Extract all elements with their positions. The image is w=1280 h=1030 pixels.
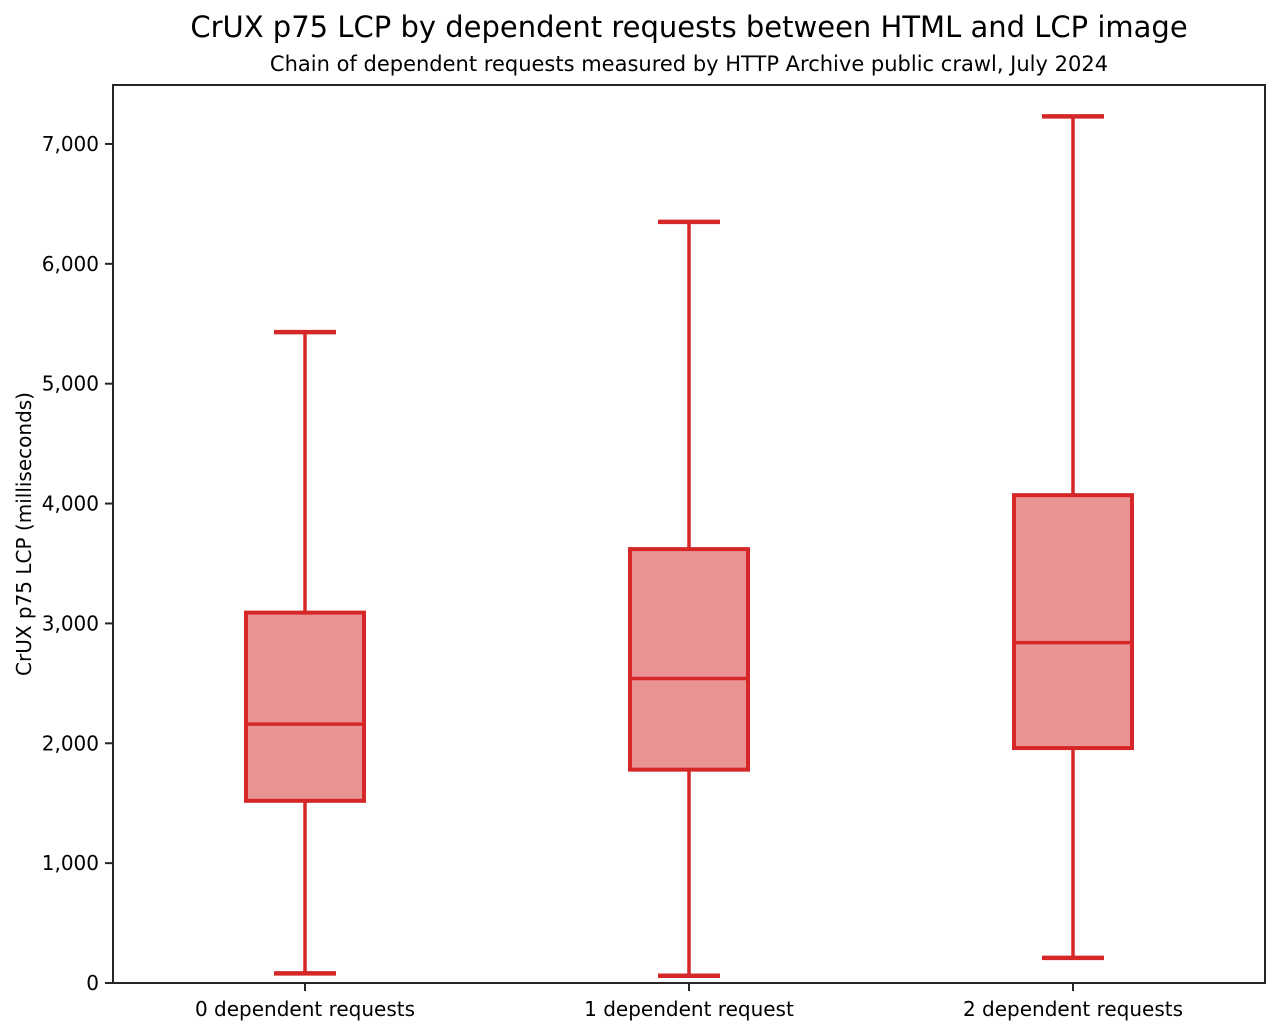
box-2-dependent-requests <box>1012 493 1134 751</box>
y-tick-label: 7,000 <box>42 132 99 156</box>
x-tick-label: 1 dependent request <box>584 997 794 1021</box>
box-1-dependent-request <box>628 547 750 772</box>
y-tick-label: 2,000 <box>42 731 99 755</box>
plot-border <box>112 84 1266 984</box>
y-tick-label: 0 <box>86 971 99 995</box>
box-0-dependent-requests <box>244 610 366 803</box>
y-tick-label: 1,000 <box>42 851 99 875</box>
chart-title: CrUX p75 LCP by dependent requests betwe… <box>190 10 1188 44</box>
y-tick-label: 4,000 <box>42 492 99 516</box>
x-tick-label: 2 dependent requests <box>963 997 1183 1021</box>
y-tick-label: 3,000 <box>42 611 99 635</box>
x-tick-label: 0 dependent requests <box>195 997 415 1021</box>
y-tick-label: 5,000 <box>42 372 99 396</box>
y-tick-label: 6,000 <box>42 252 99 276</box>
chart-subtitle: Chain of dependent requests measured by … <box>269 52 1109 76</box>
